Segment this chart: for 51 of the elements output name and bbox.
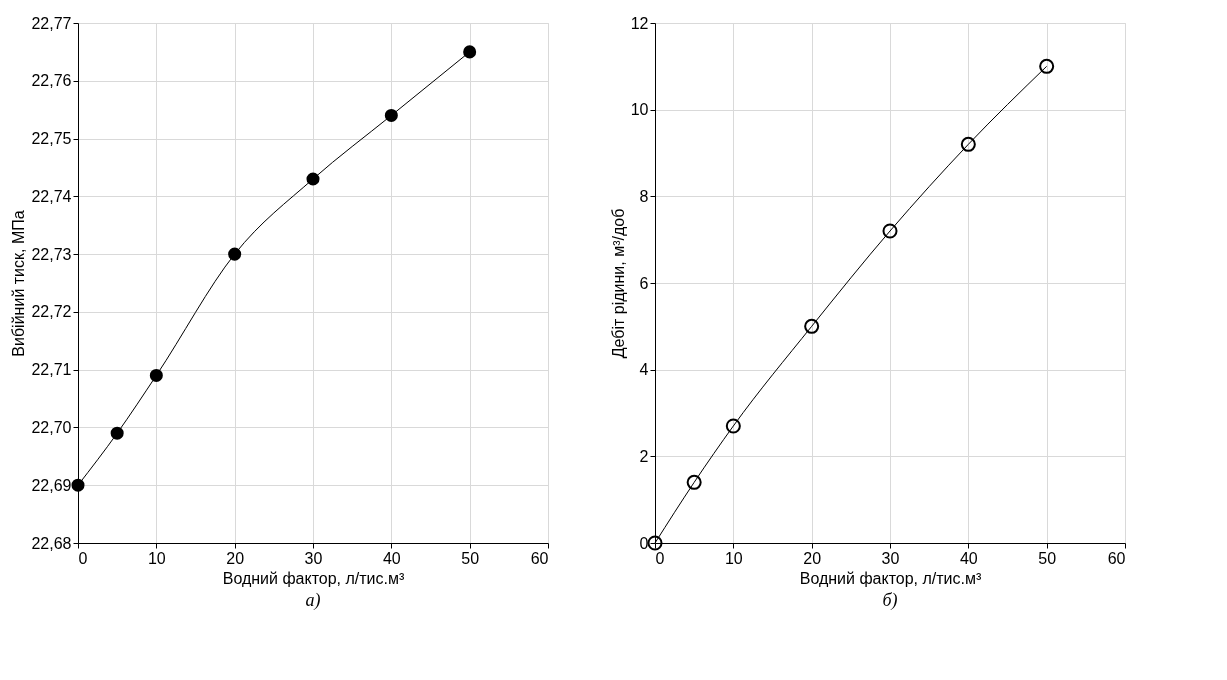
x-tick-label: 40 [382, 549, 401, 567]
x-tick-label: 0 [655, 549, 665, 567]
x-axis-title: Водний фактор, л/тис.м³ [799, 569, 982, 587]
x-tick-label: 60 [1107, 549, 1126, 567]
x-tick-label: 30 [304, 549, 323, 567]
y-tick-label: 22,70 [31, 418, 72, 436]
y-tick-label: 6 [639, 274, 649, 292]
y-tick-label: 2 [639, 447, 649, 465]
point [960, 136, 976, 152]
y-tick-label: 22,72 [31, 303, 72, 321]
point [686, 474, 702, 490]
y-tick-label: 4 [639, 361, 649, 379]
point [882, 223, 898, 239]
y-tick-label: 10 [630, 101, 649, 119]
text: б) [882, 590, 898, 611]
y-axis-title: Дебіт рідини, м³/доб [609, 208, 627, 359]
x-tick-label: 40 [959, 549, 978, 567]
x-tick-label: 10 [724, 549, 743, 567]
point [384, 108, 398, 122]
point [110, 426, 124, 440]
x-tick-label: 30 [881, 549, 900, 567]
point [306, 172, 320, 186]
text: а) [305, 590, 321, 611]
point [71, 478, 85, 492]
y-tick-label: 22,74 [31, 187, 72, 205]
y-tick-label: 8 [639, 187, 649, 205]
point [804, 318, 820, 334]
point [149, 368, 163, 382]
x-tick-label: 0 [78, 549, 88, 567]
x-tick-label: 50 [1038, 549, 1057, 567]
point [463, 45, 477, 59]
point [647, 535, 663, 551]
point [1039, 58, 1055, 74]
x-tick-label: 20 [803, 549, 822, 567]
y-tick-label: 22,77 [31, 14, 72, 32]
x-tick-label: 20 [226, 549, 245, 567]
point [228, 247, 242, 261]
y-tick-label: 12 [630, 14, 649, 32]
x-tick-label: 60 [530, 549, 549, 567]
point [725, 418, 741, 434]
x-axis-title: Водний фактор, л/тис.м³ [222, 569, 405, 587]
y-tick-label: 22,71 [31, 361, 72, 379]
y-tick-label: 0 [639, 534, 649, 552]
y-tick-label: 22,73 [31, 245, 72, 263]
x-tick-label: 10 [147, 549, 166, 567]
y-tick-label: 22,76 [31, 72, 72, 90]
y-tick-label: 22,69 [31, 476, 72, 494]
y-tick-label: 22,75 [31, 130, 72, 148]
y-tick-label: 22,68 [31, 534, 72, 552]
x-tick-label: 50 [461, 549, 480, 567]
y-axis-title: Вибійний тиск, МПа [10, 210, 28, 357]
